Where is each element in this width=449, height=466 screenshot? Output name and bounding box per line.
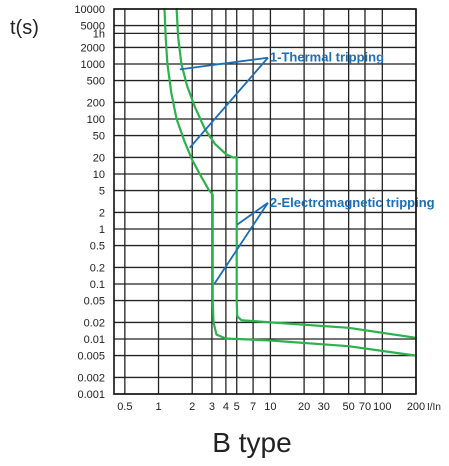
y-tick-label: 5000: [81, 21, 105, 33]
annotation-label-1: 1-Thermal tripping: [270, 50, 384, 65]
x-tick-label: 50: [343, 401, 355, 413]
x-tick-label: 3: [209, 401, 215, 413]
x-tick-label: 10: [264, 401, 276, 413]
x-tick-label: 1: [155, 401, 161, 413]
y-tick-label: 10000: [74, 4, 105, 16]
y-tick-label: 1: [99, 224, 105, 236]
annotations: 1-Thermal tripping 2-Electromagnetic trip…: [179, 50, 435, 285]
y-tick-label: 0.002: [77, 372, 105, 384]
curve-2: [175, 7, 418, 339]
curves: [163, 7, 418, 357]
y-tick-label: 2: [99, 207, 105, 219]
y-axis-label: t(s): [10, 17, 39, 39]
annotation-leader-line: [213, 202, 269, 285]
annotation-leader-line: [236, 202, 269, 226]
y-tick-label: 10: [93, 169, 105, 181]
y-tick-label: 20: [93, 152, 105, 164]
curve-1: [163, 7, 418, 357]
x-tick-label: 100: [373, 401, 391, 413]
y-tick-label: 0.001: [77, 389, 105, 401]
y-tick-label: 1000: [81, 59, 105, 71]
y-tick-label: 200: [87, 97, 105, 109]
annotation-label-2: 2-Electromagnetic tripping: [270, 195, 435, 210]
y-tick-label: 0.5: [90, 241, 105, 253]
y-tick-label: 0.01: [84, 334, 105, 346]
x-tick-label: 20: [298, 401, 310, 413]
annotation-leader-line: [189, 57, 269, 149]
y-tick-label: 2000: [81, 42, 105, 54]
y-tick-label: 50: [93, 131, 105, 143]
y-tick-label: 0.05: [84, 296, 105, 308]
x-axis-unit-label: I/In: [427, 402, 441, 413]
chart-title: B type: [212, 427, 291, 458]
y-tick-label: 100: [87, 114, 105, 126]
x-tick-label: 200: [407, 401, 425, 413]
tick-labels: 0.5 1 2 3 4 5 7 10 20 30 50 70 100 2001000050001h2000…: [74, 4, 425, 413]
y-tick-label: 0.02: [84, 317, 105, 329]
x-tick-label: 7: [250, 401, 256, 413]
y-tick-label: 0.1: [90, 279, 105, 291]
x-tick-label: 0.5: [117, 401, 132, 413]
plot-frame: [113, 8, 417, 395]
x-tick-label: 5: [234, 401, 240, 413]
y-tick-label: 500: [87, 76, 105, 88]
y-tick-label: 0.005: [77, 351, 105, 363]
y-tick-label: 5: [99, 186, 105, 198]
x-tick-label: 30: [318, 401, 330, 413]
x-tick-label: 2: [189, 401, 195, 413]
y-tick-label: 0.2: [90, 262, 105, 274]
annotation-leader-line: [179, 56, 269, 71]
x-tick-label: 70: [359, 401, 371, 413]
y-tick-label: 1h: [93, 28, 105, 40]
x-tick-label: 4: [223, 401, 229, 413]
